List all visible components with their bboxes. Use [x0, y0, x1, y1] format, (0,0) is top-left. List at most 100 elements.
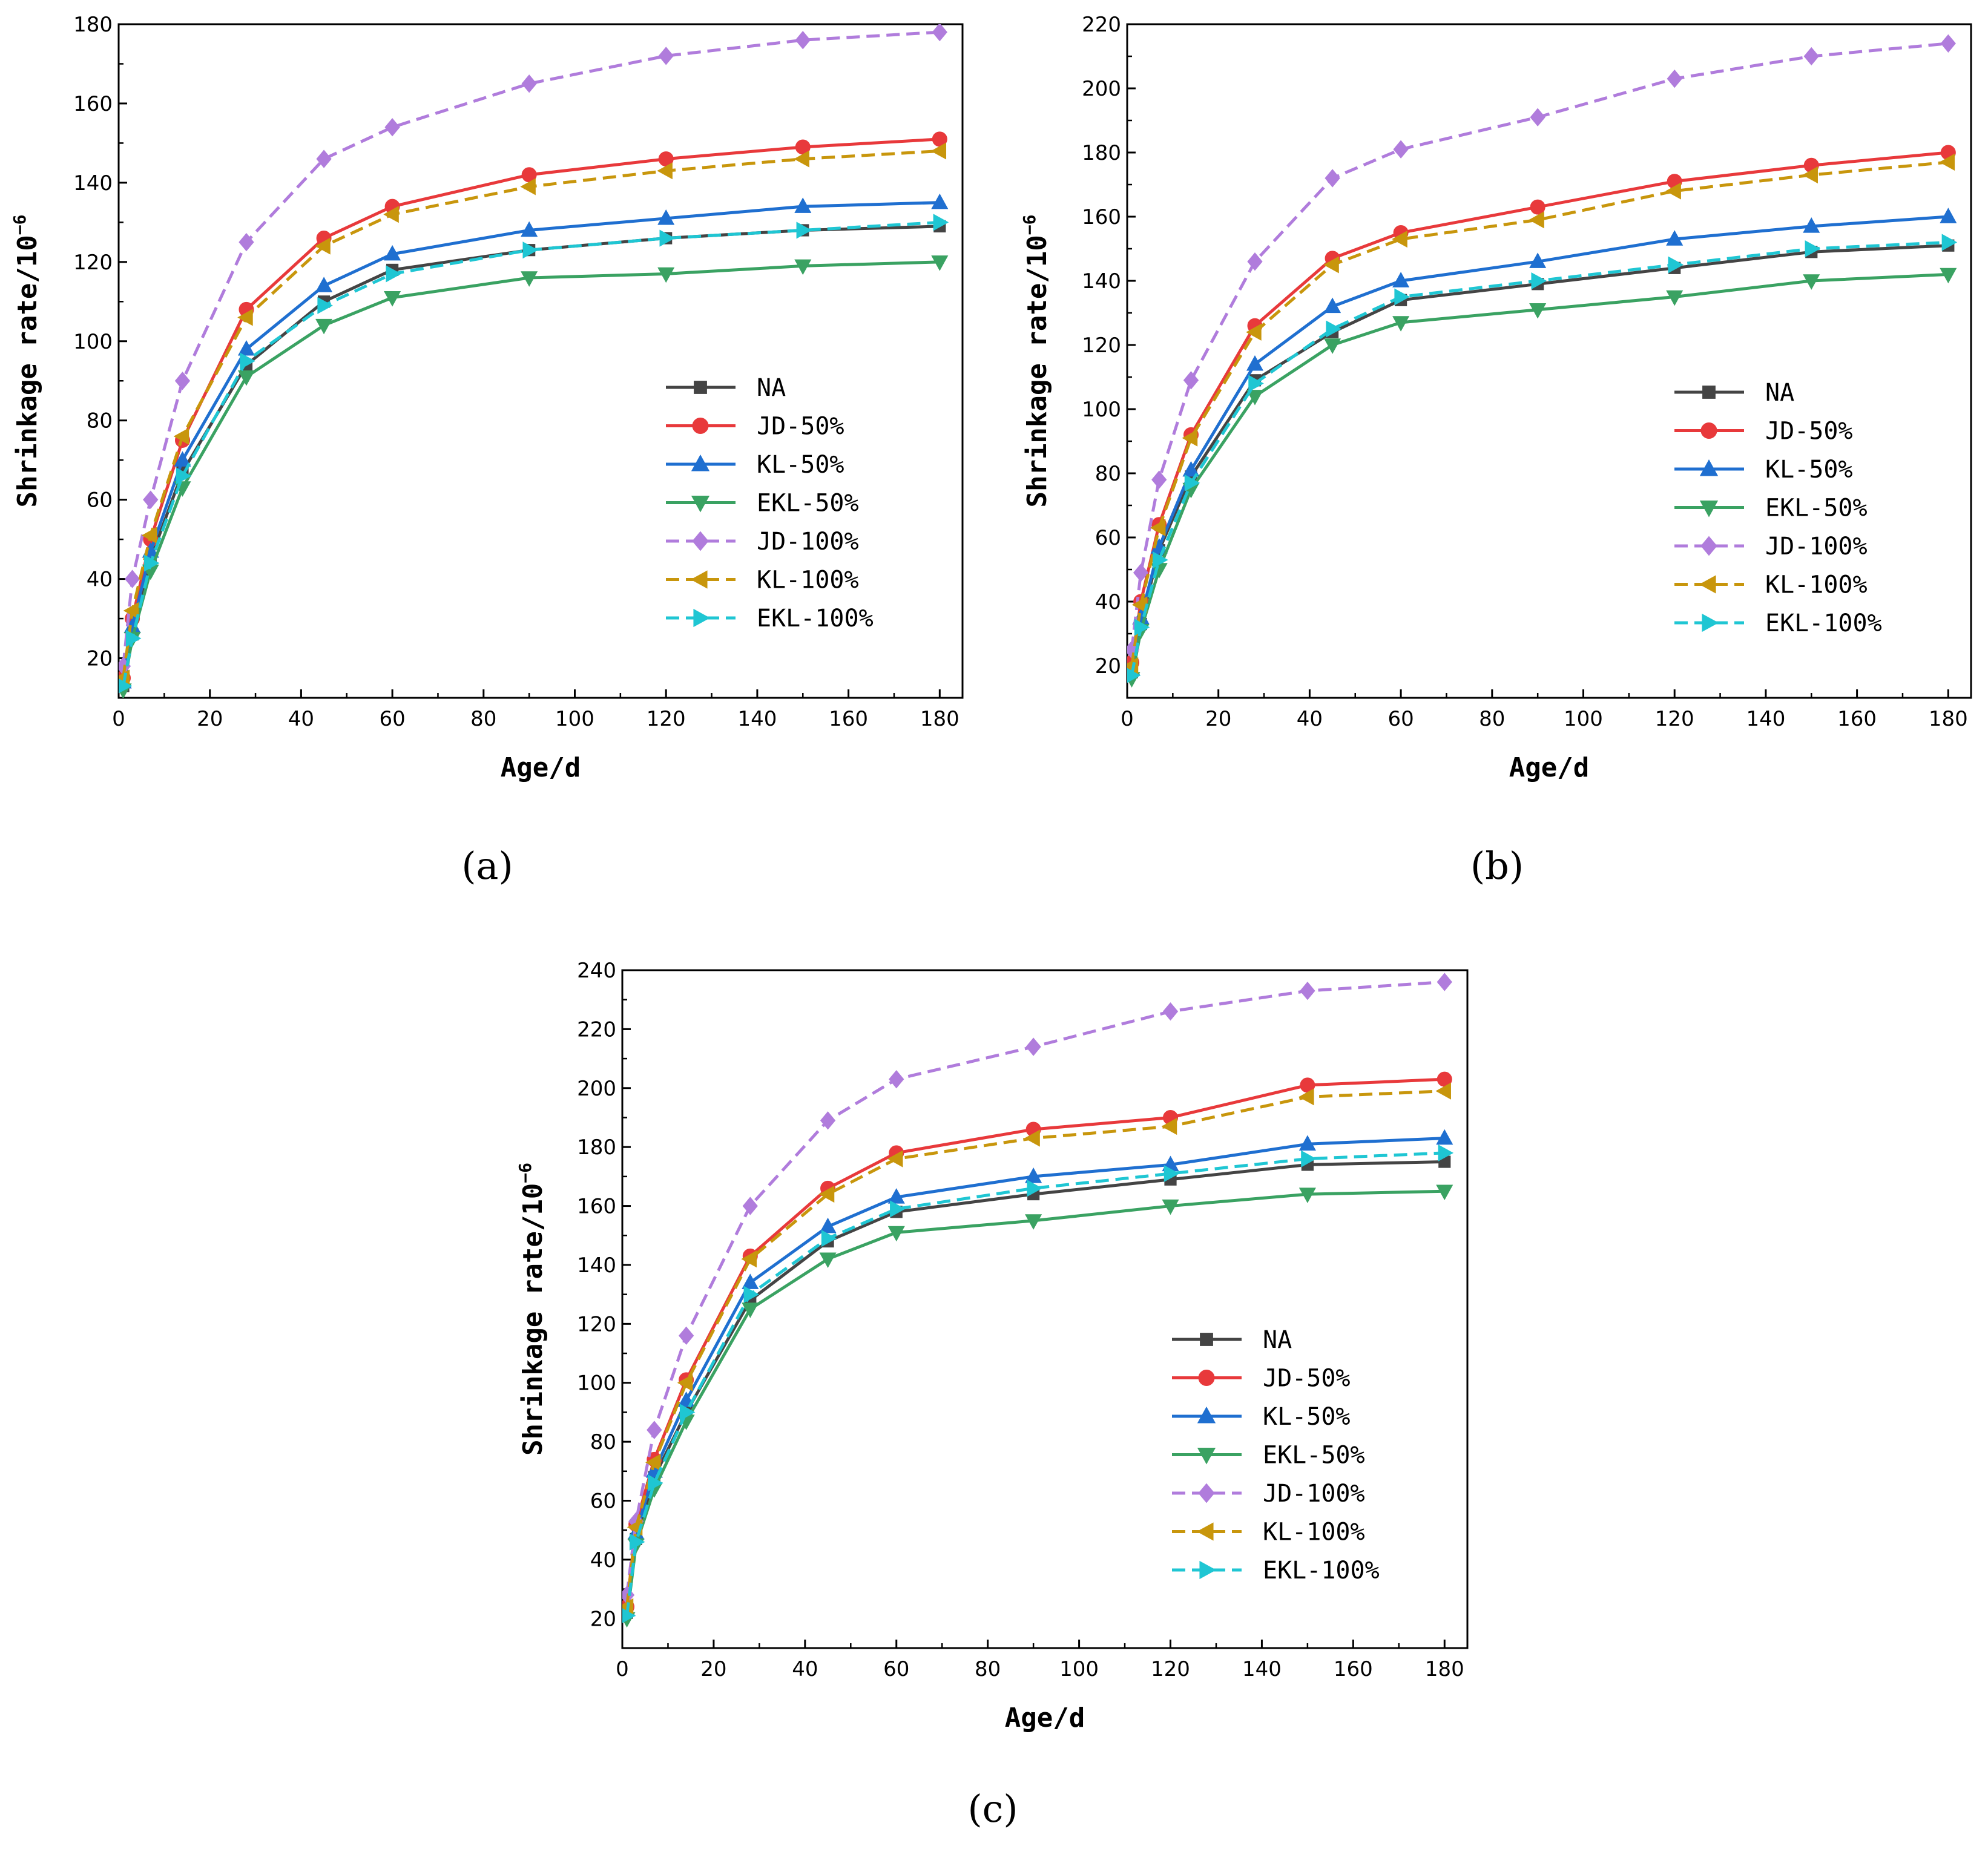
data-point-jd-100pct: [820, 1111, 836, 1130]
data-point-ekl-100pct: [659, 229, 676, 247]
data-point-kl-50pct: [657, 209, 675, 225]
data-point-kl-100pct: [1802, 166, 1818, 184]
data-point-ekl-50pct: [794, 259, 812, 275]
data-point-kl-50pct: [742, 1273, 759, 1289]
data-point-kl-50pct: [931, 193, 949, 209]
legend-label-ekl-50pct: EKL-50%: [757, 490, 859, 517]
plot-frame: [1126, 23, 1972, 699]
data-point-kl-100pct: [1435, 1082, 1451, 1100]
data-point-jd-100pct: [678, 1326, 694, 1345]
data-point-ekl-100pct: [1326, 320, 1341, 338]
panel-caption: (b): [1470, 844, 1524, 888]
legend-label-ekl-100pct: EKL-100%: [1263, 1557, 1380, 1585]
legend: NA JD-50% KL-50% EKL-50% JD-100% KL-100% EKL-1…: [666, 374, 874, 632]
data-point-ekl-100pct: [1248, 375, 1264, 392]
x-tick-label: 100: [555, 707, 594, 731]
data-point-ekl-100pct: [890, 1200, 906, 1218]
x-tick-label: 120: [1655, 707, 1694, 731]
data-point-ekl-50pct: [931, 255, 949, 271]
data-point-ekl-50pct: [384, 291, 401, 307]
data-point-ekl-100pct: [1438, 1144, 1454, 1161]
data-point-ekl-100pct: [1805, 240, 1821, 258]
data-point-jd-100pct: [1025, 1037, 1041, 1056]
data-point-kl-100pct: [1024, 1129, 1040, 1147]
y-tick-label: 100: [1082, 398, 1121, 422]
legend-label-kl-50pct: KL-50%: [757, 451, 844, 479]
data-point-jd-100pct: [174, 372, 191, 390]
y-tick-label: 20: [87, 647, 113, 671]
data-point-kl-100pct: [645, 1454, 661, 1471]
data-point-jd-100pct: [1133, 563, 1149, 582]
x-tick-label: 100: [1564, 707, 1603, 731]
legend-label-jd-100pct: JD-100%: [757, 528, 859, 556]
data-point-jd-100pct: [1300, 981, 1315, 1000]
x-axis-title: Age/d: [1509, 752, 1589, 783]
legend-label-kl-50pct: KL-50%: [1263, 1403, 1351, 1431]
data-point-ekl-50pct: [1392, 316, 1410, 332]
data-point-kl-50pct: [1025, 1168, 1042, 1183]
data-point-kl-50pct: [384, 245, 401, 261]
y-axis-title-text: Shrinkage rate/10: [12, 235, 43, 507]
x-tick-label: 40: [1297, 707, 1323, 731]
legend-marker-ekl-100pct: [1702, 613, 1719, 632]
y-tick-label: 180: [577, 1135, 616, 1160]
legend-label-ekl-100pct: EKL-100%: [1765, 609, 1882, 637]
data-point-ekl-100pct: [1184, 474, 1200, 491]
data-point-ekl-50pct: [742, 1302, 759, 1318]
data-point-ekl-100pct: [1301, 1150, 1317, 1168]
data-point-kl-100pct: [1939, 153, 1955, 171]
series-line-jd-100pct: [122, 30, 940, 666]
x-tick-label: 140: [1242, 1657, 1282, 1681]
data-point-ekl-100pct: [386, 265, 401, 283]
data-point-kl-100pct: [818, 1186, 835, 1203]
y-tick-label: 60: [87, 488, 113, 513]
data-point-jd-100pct: [1667, 69, 1682, 88]
data-point-kl-50pct: [887, 1188, 905, 1204]
data-point-kl-100pct: [1392, 231, 1407, 248]
data-point-ekl-100pct: [1127, 668, 1141, 683]
data-point-jd-100pct: [932, 24, 947, 42]
x-tick-label: 100: [1059, 1657, 1099, 1681]
legend-marker-jd-100pct: [1700, 536, 1717, 556]
y-tick-label: 20: [590, 1607, 616, 1631]
data-point-kl-50pct: [1392, 272, 1410, 287]
data-point-kl-50pct: [1324, 297, 1341, 314]
data-point-jd-100pct: [1162, 1002, 1179, 1021]
x-tick-label: 20: [197, 707, 223, 731]
x-tick-label: 180: [920, 707, 959, 731]
x-tick-label: 60: [1387, 707, 1414, 731]
data-point-jd-100pct: [1183, 371, 1199, 390]
series-line-ekl-100pct: [1130, 240, 1949, 676]
y-tick-label: 180: [73, 13, 113, 37]
data-point-jd-100pct: [316, 149, 332, 168]
data-point-ekl-100pct: [1134, 619, 1150, 636]
y-tick-label: 140: [577, 1253, 616, 1278]
data-point-kl-50pct: [819, 1217, 837, 1233]
legend-marker-ekl-100pct: [1199, 1560, 1216, 1580]
legend-label-na: NA: [757, 374, 786, 402]
legend-marker-jd-100pct: [1198, 1483, 1215, 1503]
legend-marker-jd-50pct: [1198, 1370, 1215, 1386]
y-tick-label: 100: [577, 1371, 616, 1396]
data-point-ekl-50pct: [1298, 1187, 1316, 1203]
y-tick-label: 80: [1095, 462, 1121, 486]
data-point-ekl-100pct: [933, 214, 949, 231]
data-point-ekl-50pct: [657, 267, 675, 283]
data-point-ekl-50pct: [1246, 390, 1264, 406]
y-tick-label: 120: [73, 251, 113, 275]
data-point-ekl-100pct: [1668, 256, 1684, 274]
data-point-ekl-100pct: [119, 678, 133, 694]
data-point-ekl-100pct: [821, 1230, 837, 1247]
data-point-ekl-100pct: [648, 1474, 663, 1492]
y-tick-label: 160: [1082, 205, 1121, 229]
y-tick-label: 80: [87, 409, 113, 433]
panel-caption: (a): [461, 844, 513, 888]
y-tick-label: 240: [577, 959, 616, 983]
data-point-kl-50pct: [1298, 1135, 1316, 1151]
legend-marker-ekl-50pct: [691, 495, 710, 513]
data-point-kl-50pct: [521, 221, 538, 237]
legend-label-jd-50pct: JD-50%: [1263, 1365, 1351, 1393]
legend-marker-ekl-50pct: [1197, 1447, 1216, 1465]
y-tick-label: 200: [577, 1077, 616, 1101]
